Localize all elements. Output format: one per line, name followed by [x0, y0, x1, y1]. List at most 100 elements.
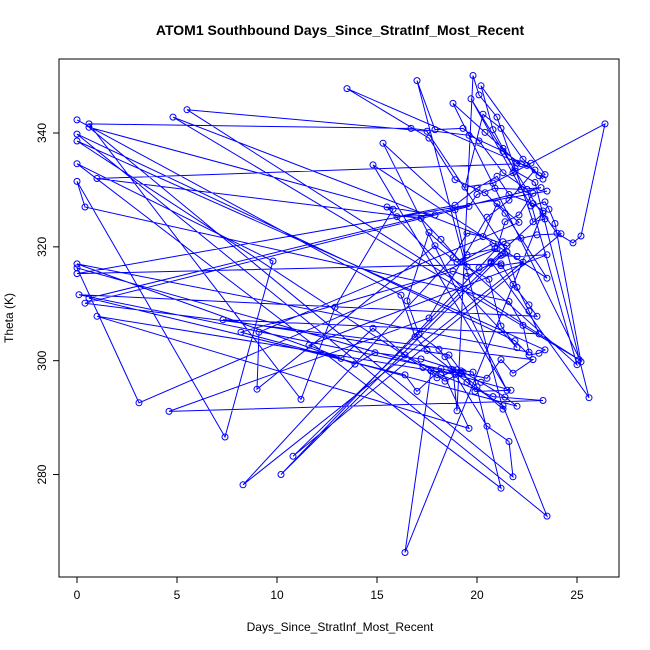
- data-point-174: [425, 229, 433, 237]
- data-point-164: [457, 369, 465, 377]
- data-point-147: [451, 206, 459, 214]
- data-point-97: [449, 267, 457, 275]
- data-point-11: [535, 349, 543, 357]
- data-point-159: [529, 200, 537, 208]
- data-point-65: [505, 438, 513, 445]
- data-point-149: [485, 275, 493, 283]
- data-point-12: [541, 346, 549, 354]
- data-point-91: [445, 351, 453, 359]
- data-point-24: [505, 298, 513, 305]
- data-point-82: [169, 113, 177, 121]
- data-point-125: [543, 251, 551, 259]
- data-point-0: [73, 116, 81, 124]
- data-point-177: [435, 345, 443, 353]
- data-point-103: [449, 254, 457, 262]
- data-point-110: [431, 242, 439, 250]
- data-point-93: [477, 378, 485, 386]
- data-point-199: [541, 171, 549, 179]
- data-point-187: [467, 95, 475, 103]
- x-tick-label-0: 0: [74, 588, 81, 602]
- data-point-172: [523, 185, 531, 193]
- data-point-51: [81, 299, 89, 307]
- data-point-20: [269, 257, 277, 265]
- data-point-95: [513, 402, 521, 410]
- data-point-126: [305, 341, 313, 349]
- data-point-70: [297, 395, 305, 403]
- data-point-101: [519, 258, 527, 266]
- data-point-5: [463, 378, 471, 386]
- data-point-104: [463, 229, 471, 237]
- data-point-208: [569, 239, 577, 247]
- data-point-200: [477, 82, 485, 90]
- data-point-111: [453, 258, 461, 266]
- data-point-9: [511, 337, 519, 345]
- data-point-123: [497, 251, 505, 259]
- data-point-161: [401, 549, 409, 556]
- data-point-26: [525, 348, 533, 356]
- data-point-2: [411, 333, 419, 341]
- data-point-86: [503, 248, 511, 256]
- data-point-1: [397, 291, 405, 299]
- data-point-40: [543, 187, 551, 195]
- y-axis: 280 300 320 340: [35, 123, 60, 485]
- data-point-216: [497, 124, 505, 132]
- data-point-30: [417, 355, 425, 363]
- data-point-215: [479, 110, 487, 118]
- data-point-135: [483, 213, 491, 221]
- data-point-143: [543, 274, 551, 282]
- data-point-22: [73, 177, 81, 185]
- x-axis: 0 5 10 15 20 25: [74, 576, 584, 602]
- data-point-128: [369, 324, 377, 332]
- data-point-68: [389, 205, 397, 213]
- data-point-132: [539, 397, 547, 404]
- data-point-154: [393, 213, 401, 221]
- data-point-118: [517, 234, 525, 242]
- data-point-176: [415, 331, 423, 338]
- data-point-107: [515, 218, 523, 226]
- data-point-218: [539, 175, 547, 183]
- data-point-3: [423, 346, 431, 354]
- data-point-49: [509, 369, 517, 377]
- data-point-29: [371, 349, 379, 357]
- data-point-50: [529, 356, 537, 364]
- data-point-141: [481, 189, 489, 197]
- data-point-72: [407, 124, 415, 132]
- data-point-169: [459, 124, 467, 132]
- x-tick-label-3: 15: [370, 588, 384, 602]
- data-point-85: [423, 127, 431, 135]
- data-point-87: [513, 283, 521, 291]
- data-point-206: [539, 209, 547, 217]
- data-point-175: [403, 297, 411, 305]
- data-point-209: [577, 232, 585, 240]
- data-point-150: [497, 322, 505, 330]
- data-point-90: [219, 316, 227, 324]
- series-layer: [73, 72, 609, 556]
- data-point-138: [343, 85, 351, 93]
- data-point-133: [165, 407, 173, 415]
- data-point-100: [497, 262, 505, 270]
- data-point-69: [331, 303, 339, 311]
- data-point-13: [73, 137, 81, 145]
- data-point-203: [531, 179, 539, 186]
- data-point-66: [509, 473, 517, 481]
- data-point-156: [473, 184, 481, 192]
- data-point-45: [533, 312, 541, 320]
- data-point-84: [183, 106, 191, 114]
- data-point-131: [489, 393, 497, 401]
- data-point-194: [481, 128, 489, 136]
- data-point-211: [527, 159, 535, 167]
- data-point-157: [493, 172, 501, 180]
- data-point-102: [239, 481, 247, 489]
- data-point-41: [73, 270, 81, 278]
- data-point-137: [531, 166, 539, 174]
- data-point-79: [457, 258, 465, 266]
- data-point-62: [93, 312, 101, 320]
- data-point-180: [453, 407, 461, 415]
- data-point-73: [465, 131, 473, 139]
- data-point-167: [413, 77, 421, 85]
- data-point-106: [493, 200, 501, 208]
- data-point-23: [81, 203, 89, 211]
- y-tick-label-0: 280: [35, 464, 49, 484]
- data-point-130: [437, 371, 445, 379]
- data-point-57: [85, 294, 93, 302]
